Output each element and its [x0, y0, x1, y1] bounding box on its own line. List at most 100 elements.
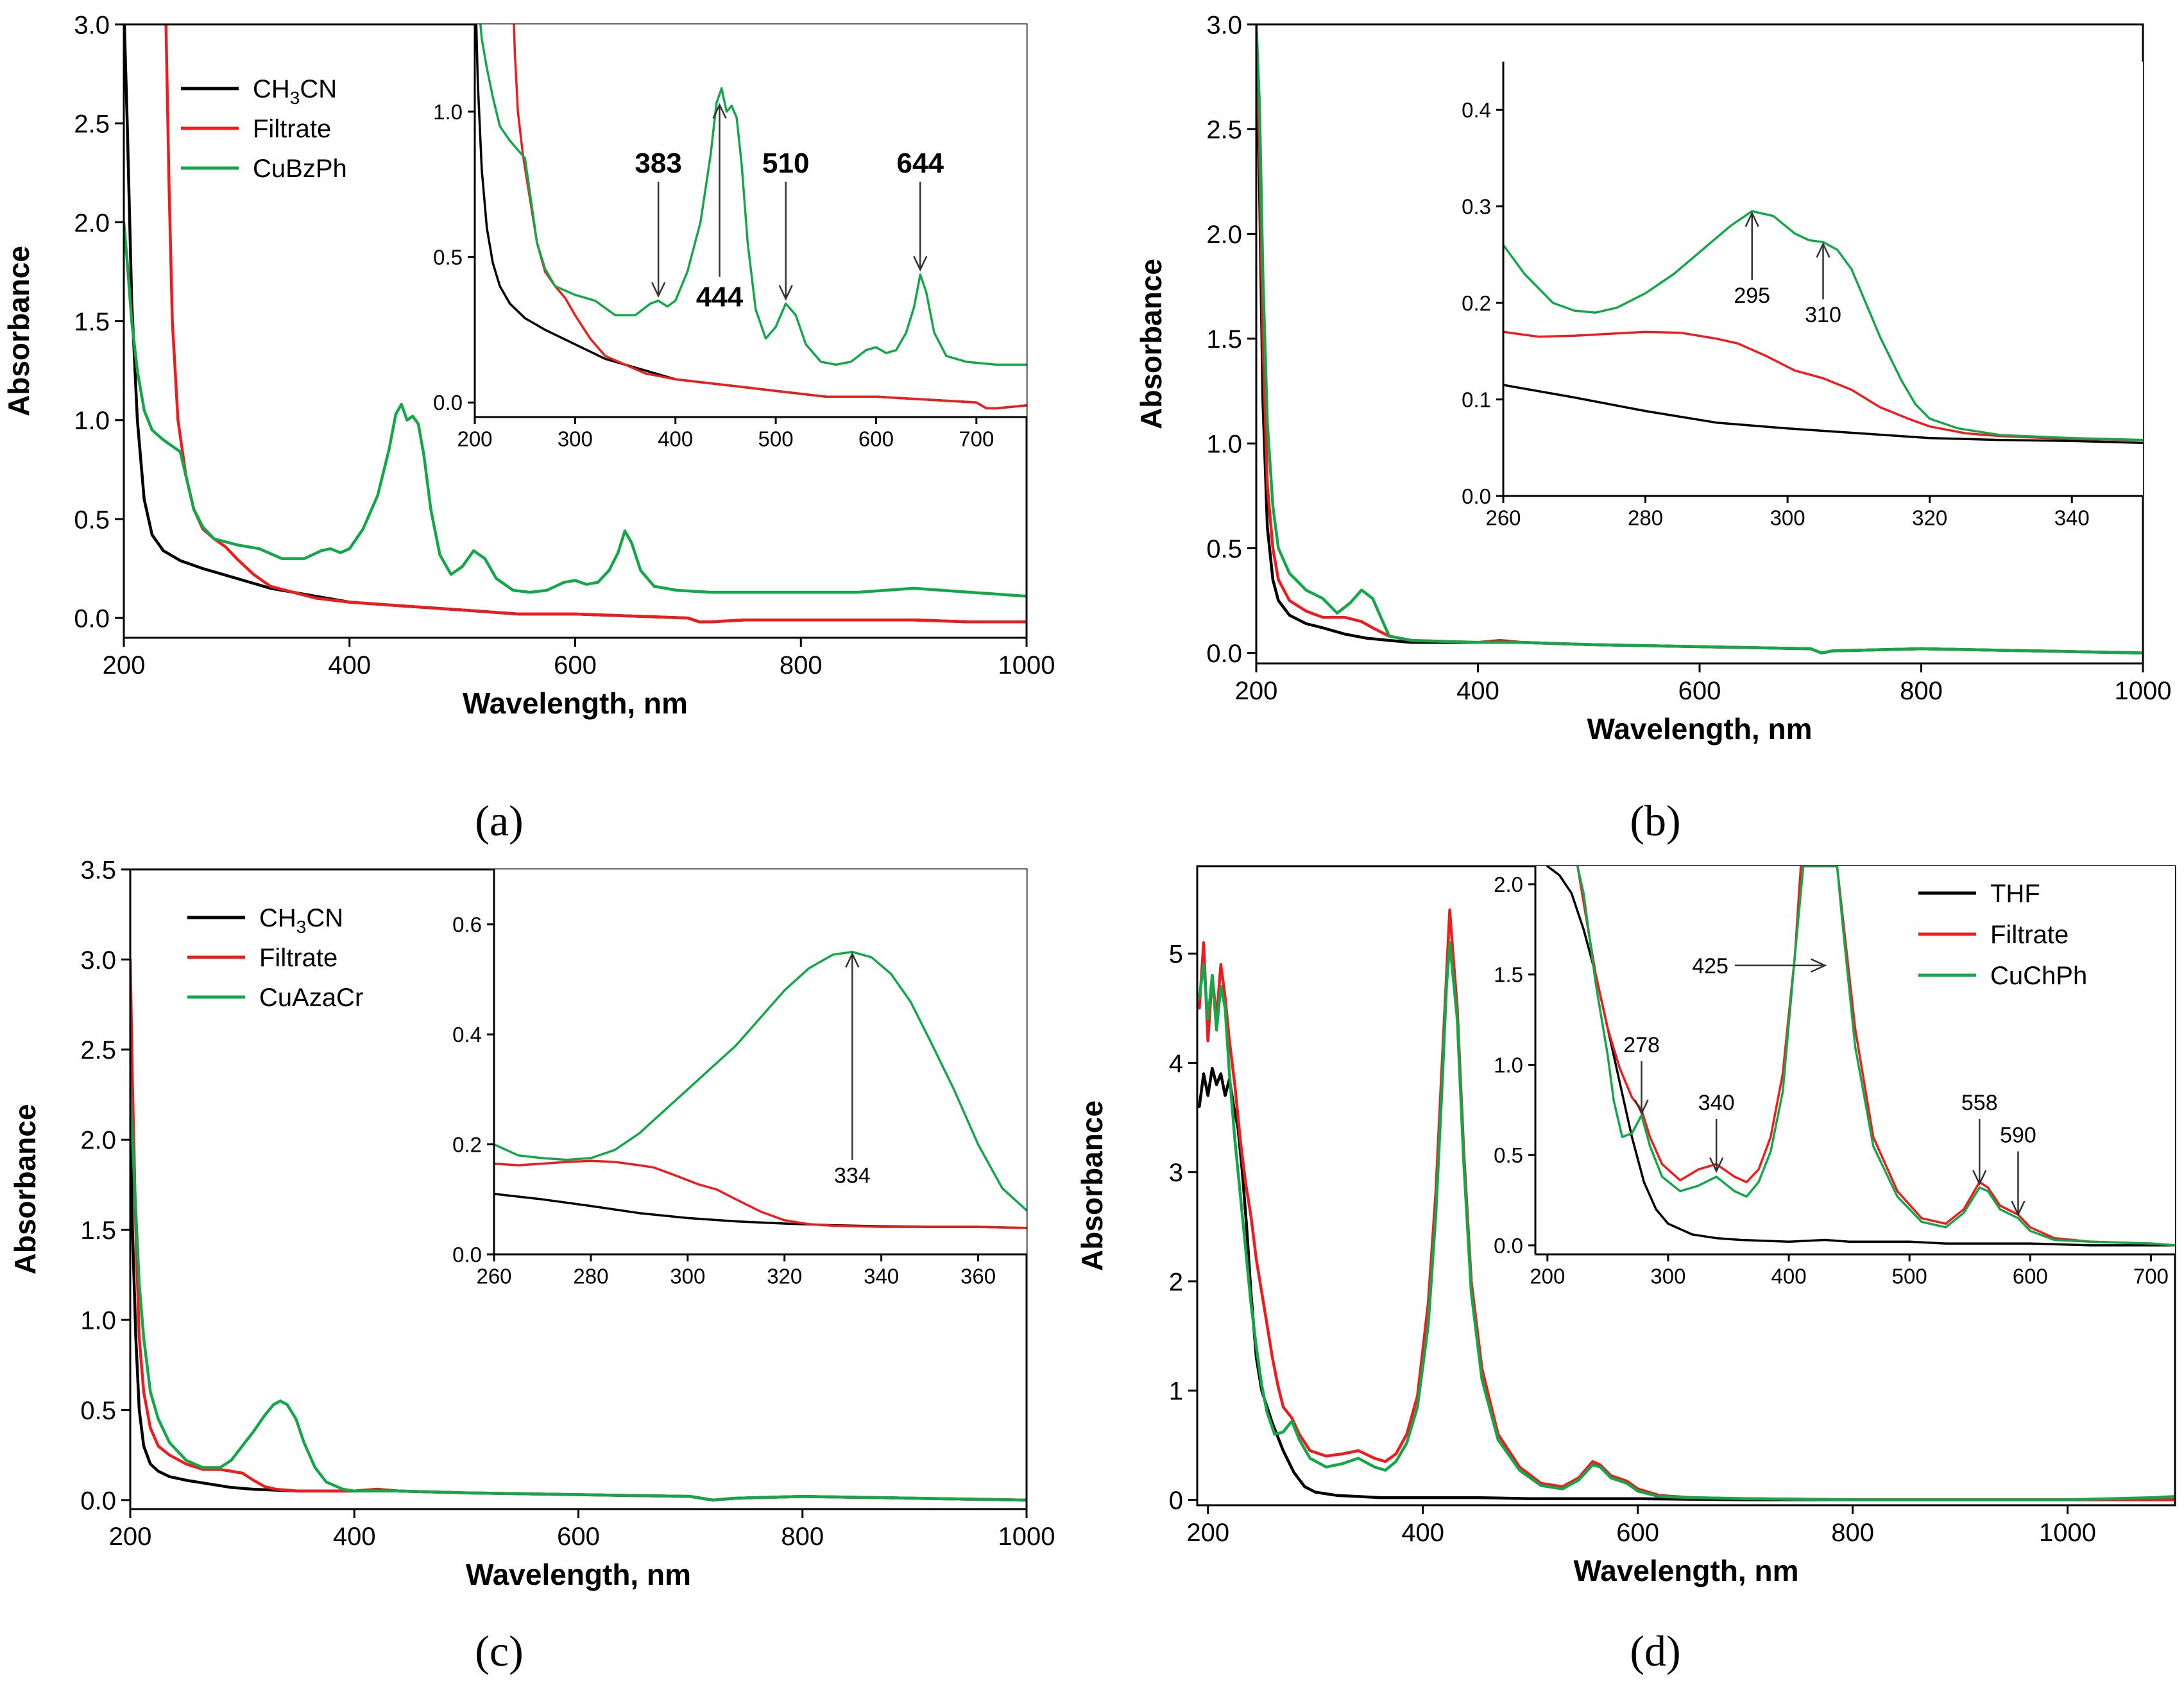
- y-tick-label-b: 0.0: [1206, 640, 1242, 668]
- legend-label-cuazacr: CuAzaCr: [259, 984, 363, 1012]
- x-tick-label-a-inset: 300: [558, 427, 593, 451]
- y-tick-label-a: 1.5: [74, 308, 110, 336]
- y-tick-label-a: 2.5: [74, 110, 110, 139]
- series-line-filtrate: [1198, 908, 2175, 1501]
- y-tick-label-a-inset: 1.0: [433, 100, 463, 124]
- legend-label-filtrate: Filtrate: [253, 115, 331, 143]
- x-tick-label-a: 400: [328, 651, 371, 679]
- x-tick-label-a: 600: [554, 651, 597, 679]
- annotation-arrow-head: [712, 103, 727, 119]
- y-tick-label-a: 1.0: [74, 407, 110, 435]
- series-group-d-inset: [1546, 866, 2175, 1247]
- series-line-filtrate: [494, 1159, 1027, 1229]
- annotation-arrow-head: [1816, 242, 1830, 258]
- series-line-cubipy: [1256, 24, 2143, 654]
- x-tick-label-b-inset: 260: [1485, 506, 1521, 530]
- y-tick-label-d: 3: [1169, 1159, 1183, 1187]
- x-tick-label-b-inset: 320: [1912, 506, 1947, 530]
- chart-c: 200 400 600 800 1000 0.0 0.5 1.0 1.5 2.0 2.5 3.0 3.5…: [8, 856, 1055, 1591]
- legend-text-rest: CN: [300, 75, 337, 103]
- annotations-c-inset: 334: [834, 952, 871, 1188]
- annotation-arrow-head: [651, 282, 666, 298]
- x-tick-label-c: 600: [557, 1523, 600, 1551]
- legend-label-filtrate: Filtrate: [259, 944, 337, 972]
- annotation-label: 510: [762, 148, 809, 179]
- y-tick-label-a: 3.0: [74, 11, 110, 39]
- panel-label-a: (a): [475, 796, 523, 845]
- annotation-label: 558: [1961, 1091, 1998, 1115]
- y-tick-label-d-inset: 0.0: [1494, 1234, 1523, 1258]
- series-line-cuchph: [1576, 866, 2175, 1247]
- legend-a: CH3CN Filtrate CuBzPh: [181, 75, 347, 183]
- annotation-arrow-head: [913, 255, 928, 272]
- inset-background-c-inset: [494, 869, 1027, 1254]
- inset-background-d-inset: [1535, 866, 2175, 1254]
- chart-a-inset: 200 300 400 500 600 700 0.0 0.5 1.0 383 444 510 644: [433, 24, 1027, 451]
- y-tick-label-b-inset: 0.4: [1462, 98, 1491, 122]
- annotation-arrow-head: [2011, 1200, 2026, 1217]
- series-group-c: [130, 958, 1027, 1502]
- legend-text-subscript: 3: [296, 917, 307, 937]
- chart-a: 200 400 600 800 1000 0.0 0.5 1.0 1.5 2.0 2.5 3.0 Wav…: [2, 11, 1055, 720]
- chart-b-inset: 260 280 300 320 340 0.0 0.1 0.2 0.3 0.4 295 310: [1462, 62, 2143, 530]
- x-tick-label-d-inset: 500: [1892, 1265, 1927, 1288]
- legend-label-filtrate: Filtrate: [1990, 921, 2069, 949]
- x-tick-label-b: 200: [1235, 677, 1278, 705]
- legend-text-base: CH: [259, 904, 296, 932]
- y-axis-label-c: Absorbance: [8, 1104, 42, 1275]
- y-tick-label-b-inset: 0.1: [1462, 388, 1491, 411]
- panel-label-d: (d): [1630, 1626, 1680, 1675]
- series-group-b: [1256, 24, 2143, 654]
- series-line-ch3cn: [1503, 384, 2143, 445]
- y-tick-label-b-inset: 0.0: [1462, 484, 1491, 508]
- x-tick-label-a-inset: 500: [758, 427, 794, 451]
- annotation-label: 310: [1805, 303, 1841, 327]
- x-tick-label-c: 200: [109, 1523, 152, 1551]
- series-line-thf: [1198, 1066, 2175, 1501]
- y-tick-label-c-inset: 0.0: [452, 1243, 482, 1267]
- x-axis-label-a: Wavelength, nm: [463, 687, 688, 720]
- legend-c: CH3CN Filtrate CuAzaCr: [187, 904, 363, 1012]
- x-axis-label-d: Wavelength, nm: [1574, 1554, 1799, 1587]
- x-tick-label-a-inset: 700: [959, 427, 994, 451]
- series-line-filtrate: [1576, 866, 2175, 1247]
- x-tick-label-a-inset: 400: [658, 427, 693, 451]
- y-tick-label-a-inset: 0.5: [433, 246, 463, 269]
- legend-d: THF Filtrate CuChPh: [1918, 880, 2087, 990]
- legend-label-cubzph: CuBzPh: [253, 155, 347, 183]
- x-tick-label-c-inset: 320: [767, 1265, 802, 1288]
- annotations-a-inset: 383 444 510 644: [635, 103, 944, 313]
- y-tick-label-d: 1: [1169, 1378, 1183, 1406]
- y-tick-label-a: 0.0: [74, 605, 110, 633]
- x-tick-label-d-inset: 600: [2013, 1265, 2048, 1288]
- y-axis-label-b: Absorbance: [1134, 259, 1168, 429]
- legend-label-thf: THF: [1990, 880, 2040, 908]
- annotation-arrow-head: [845, 952, 860, 968]
- y-tick-label-c: 2.5: [80, 1036, 116, 1064]
- y-tick-label-d-inset: 0.5: [1494, 1143, 1523, 1167]
- annotations-b-inset: 295 310: [1734, 211, 1841, 327]
- x-tick-label-a: 200: [103, 651, 146, 679]
- annotation-arrow-head: [778, 285, 793, 301]
- annotation-arrow-head: [1810, 958, 1827, 973]
- x-tick-label-d: 400: [1401, 1519, 1444, 1547]
- y-tick-label-b: 3.0: [1206, 11, 1242, 39]
- y-tick-label-c-inset: 0.4: [452, 1023, 482, 1046]
- y-tick-label-a: 2.0: [74, 209, 110, 237]
- annotation-arrow-head: [1709, 1157, 1724, 1174]
- x-tick-label-d-inset: 700: [2133, 1265, 2169, 1288]
- y-tick-label-c-inset: 0.6: [452, 913, 482, 937]
- annotation-label: 425: [1692, 954, 1728, 978]
- annotation-label: 295: [1734, 284, 1770, 308]
- y-tick-label-a-inset: 0.0: [433, 391, 463, 414]
- y-tick-label-c: 2.0: [80, 1127, 116, 1155]
- series-group-d: [1198, 908, 2175, 1501]
- annotation-arrow-head: [1745, 211, 1759, 227]
- x-tick-label-d-inset: 200: [1530, 1265, 1565, 1288]
- x-tick-label-d: 800: [1831, 1519, 1874, 1547]
- series-line-filtrate: [1503, 330, 2143, 441]
- series-group-a: [124, 24, 1027, 624]
- y-tick-label-b-inset: 0.3: [1462, 195, 1491, 219]
- x-tick-label-a-inset: 600: [858, 427, 894, 451]
- chart-c-inset: 260 280 300 320 340 360 0.0 0.2 0.4 0.6 334: [452, 869, 1027, 1288]
